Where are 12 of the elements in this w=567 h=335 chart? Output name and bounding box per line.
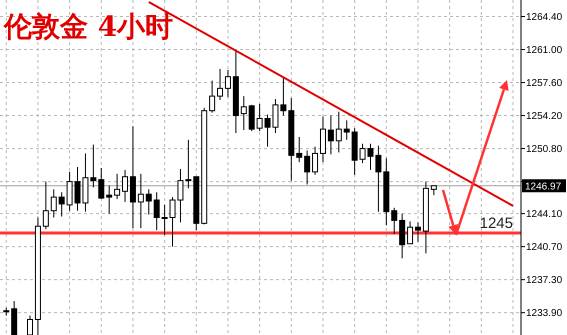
annotation: 1245 xyxy=(480,215,513,232)
y-tick-label: 1264.40 xyxy=(526,12,563,24)
y-tick-label: 1237.30 xyxy=(526,275,563,286)
y-tick-label: 1261.00 xyxy=(526,45,563,56)
y-tick-label: 1244.10 xyxy=(526,209,563,220)
y-tick-label: 1254.20 xyxy=(526,111,563,122)
y-tick-label: 1233.90 xyxy=(526,308,563,320)
chart-title: 伦敦金 4小时 xyxy=(3,10,174,43)
y-tick-label: 1240.70 xyxy=(526,242,563,254)
y-tick-label: 1250.80 xyxy=(526,144,563,156)
ref-line-label: 1246.97 xyxy=(525,181,562,192)
y-tick-label: 1257.60 xyxy=(526,78,563,90)
